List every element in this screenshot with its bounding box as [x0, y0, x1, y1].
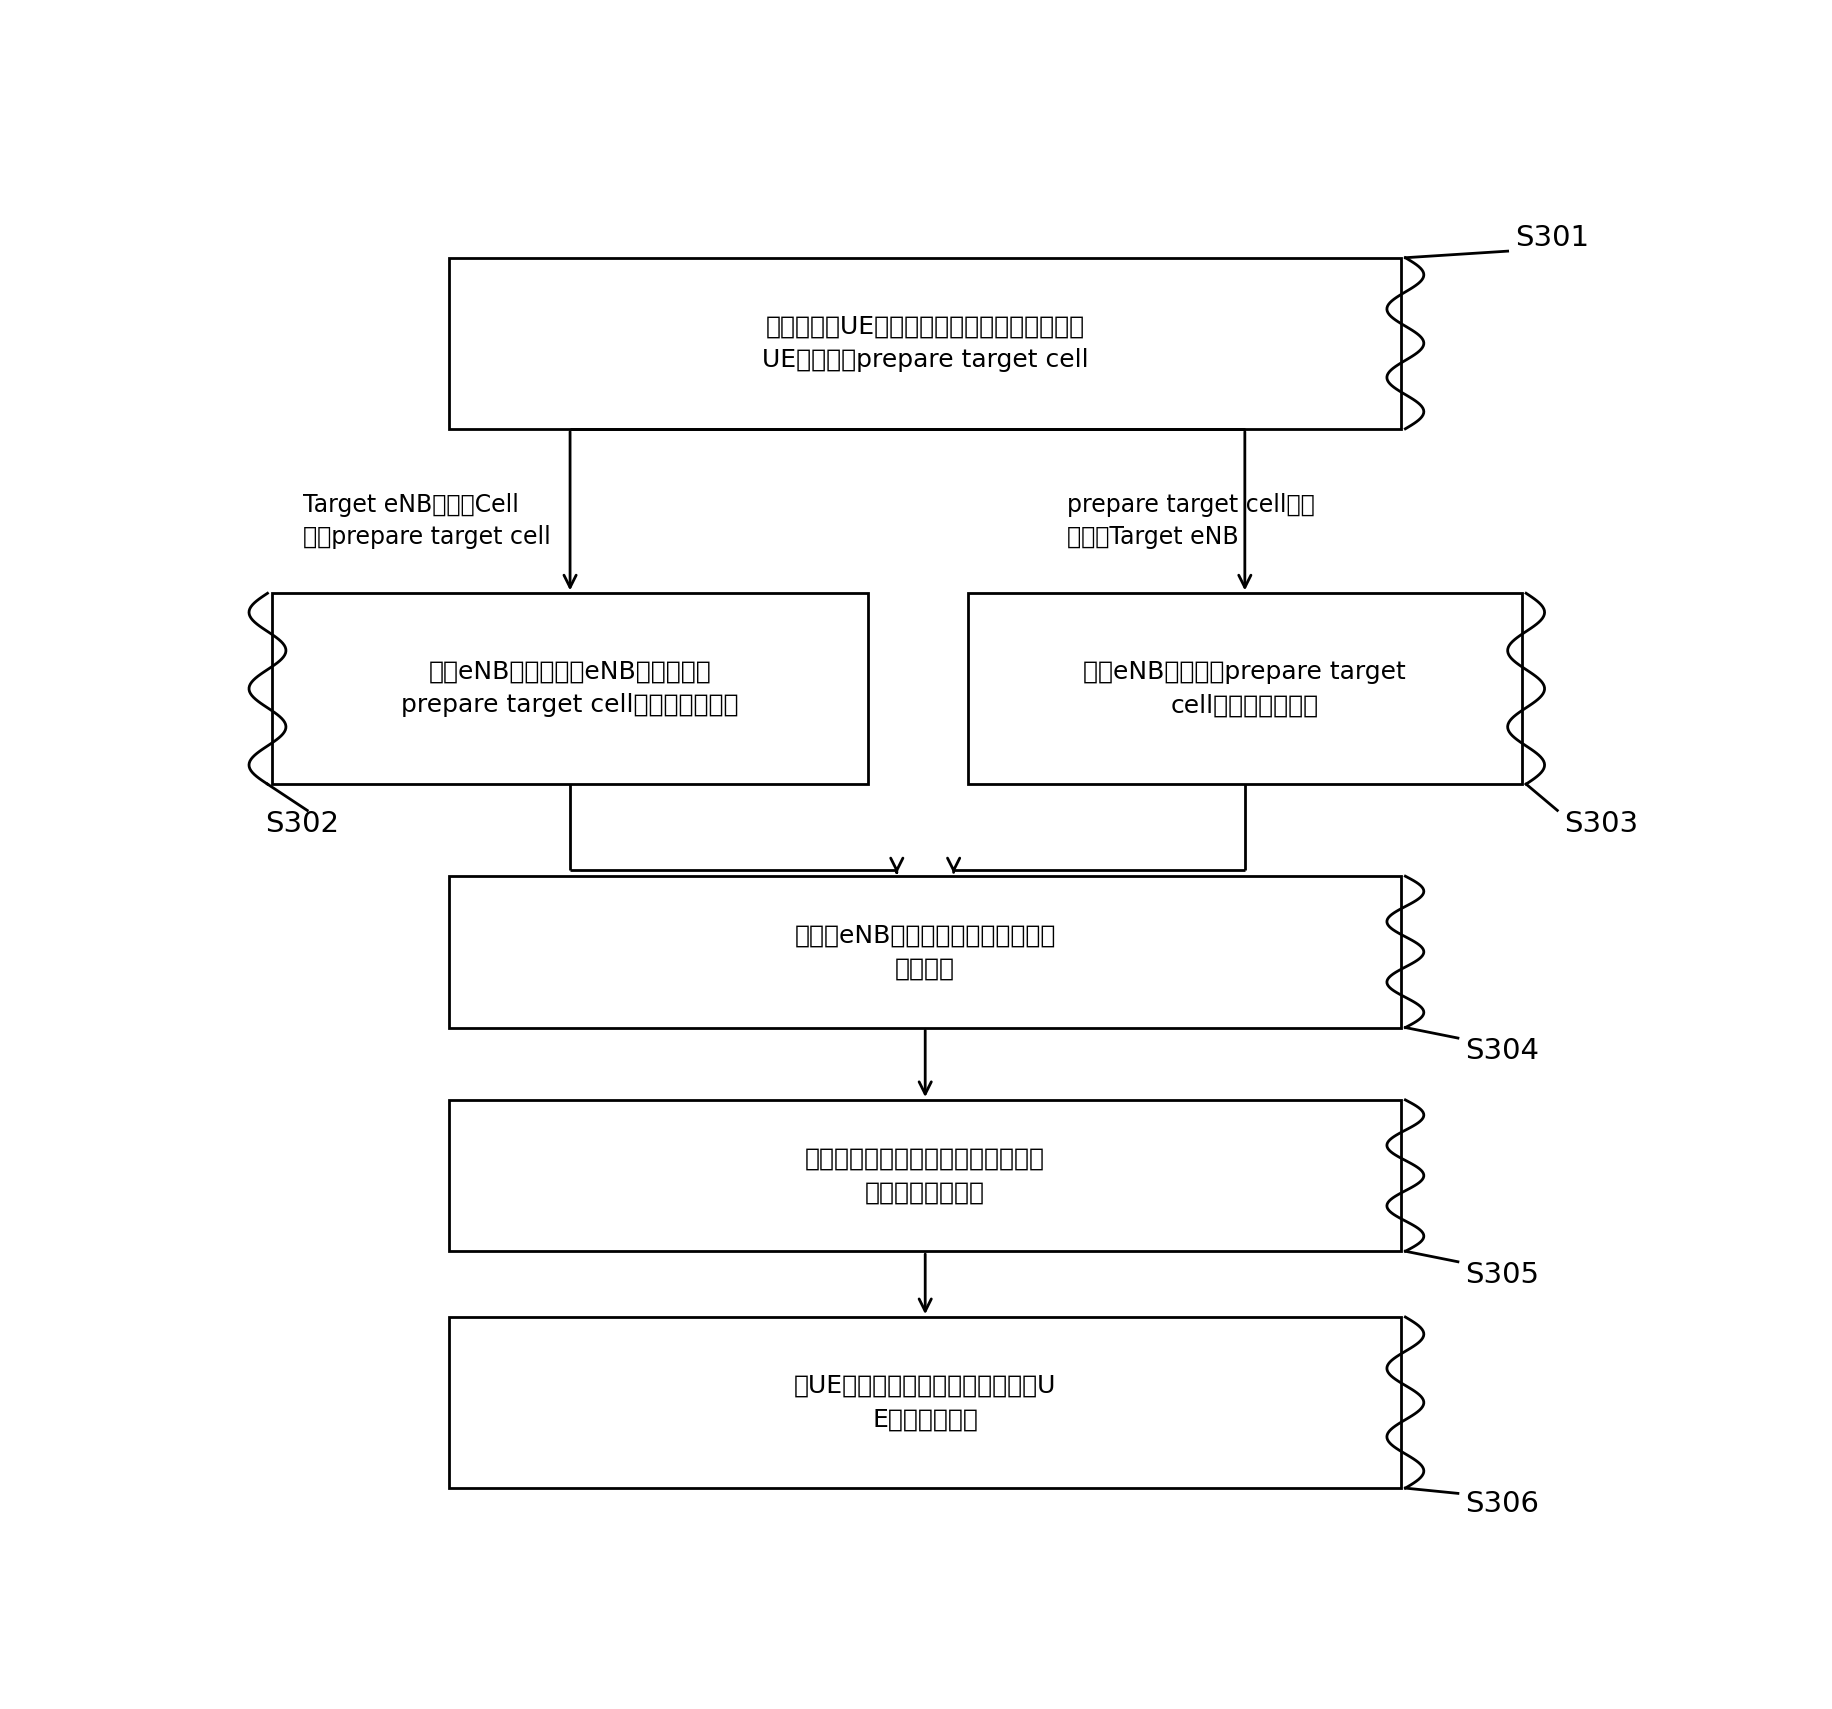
Text: Target eNB的多个Cell
属于prepare target cell: Target eNB的多个Cell 属于prepare target cell: [302, 494, 550, 549]
Text: S301: S301: [1513, 224, 1588, 251]
Text: 向UE发送切换命令信息，以指示该U
E进行小区切换: 向UE发送切换命令信息，以指示该U E进行小区切换: [793, 1374, 1055, 1432]
Text: prepare target cell分属
不同的Target eNB: prepare target cell分属 不同的Target eNB: [1066, 494, 1314, 549]
FancyBboxPatch shape: [449, 1318, 1400, 1489]
Text: 向该eNB发送针对该eNB对应的各个
prepare target cell的切换请求消息: 向该eNB发送针对该eNB对应的各个 prepare target cell的切…: [401, 660, 738, 718]
Text: 向该eNB发送对应prepare target
cell的切换请求消息: 向该eNB发送对应prepare target cell的切换请求消息: [1083, 660, 1405, 718]
Text: S302: S302: [264, 810, 339, 837]
FancyBboxPatch shape: [449, 877, 1400, 1027]
Text: 根据所述响应信息将一个准备小区确
定为切换目标小区: 根据所述响应信息将一个准备小区确 定为切换目标小区: [804, 1147, 1044, 1205]
Text: 接收该eNB针对所述切换请求消息的
响应信息: 接收该eNB针对所述切换请求消息的 响应信息: [793, 923, 1055, 981]
FancyBboxPatch shape: [449, 258, 1400, 429]
Text: S306: S306: [1464, 1490, 1539, 1518]
FancyBboxPatch shape: [967, 593, 1521, 784]
Text: S305: S305: [1464, 1261, 1539, 1289]
FancyBboxPatch shape: [271, 593, 868, 784]
Text: S303: S303: [1565, 810, 1638, 837]
Text: 源基站接收UE的测量报告，并根据测量报告为
UE确定多个prepare target cell: 源基站接收UE的测量报告，并根据测量报告为 UE确定多个prepare targ…: [762, 314, 1088, 373]
FancyBboxPatch shape: [449, 1101, 1400, 1251]
Text: S304: S304: [1464, 1037, 1539, 1065]
